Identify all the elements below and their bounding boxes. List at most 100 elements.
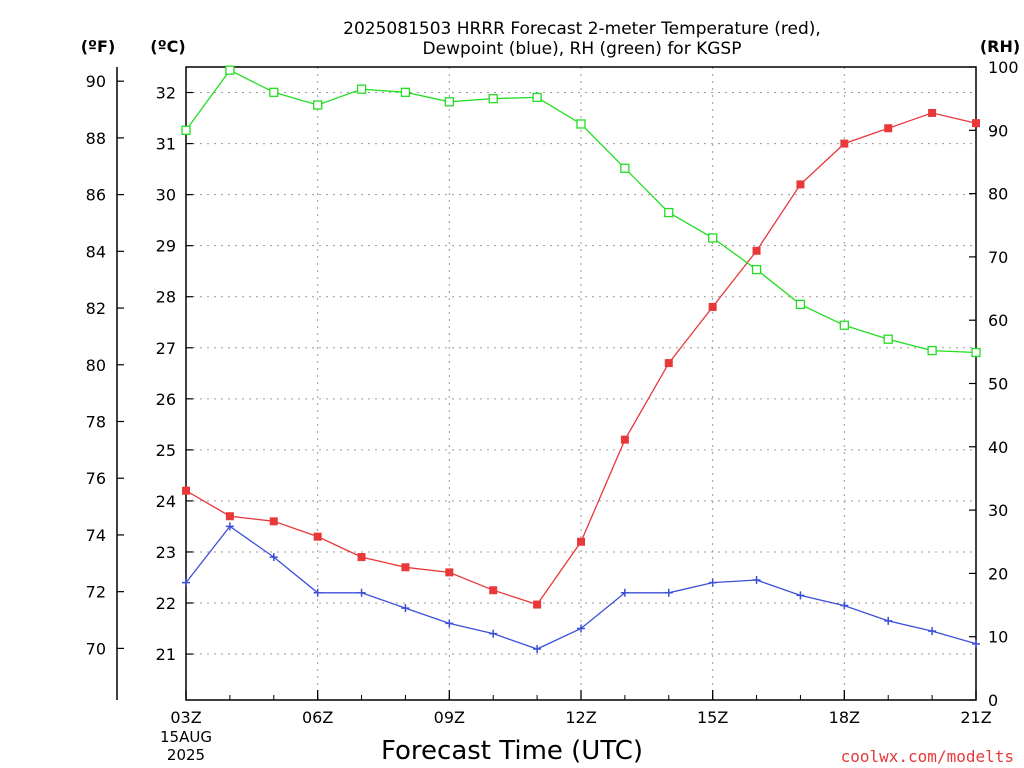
rh-point <box>313 100 323 110</box>
dewpoint-point <box>313 588 322 597</box>
celsius-tick-label: 29 <box>156 237 176 256</box>
x-tick-label: 15Z <box>697 708 728 727</box>
dewpoint-point <box>357 588 366 597</box>
celsius-tick-label: 22 <box>156 594 176 613</box>
2-meter-temperature-point <box>796 180 805 189</box>
rh-point <box>971 347 981 358</box>
dewpoint-point <box>269 553 278 562</box>
2-meter-temperature-point <box>752 246 761 255</box>
2-meter-temperature-point <box>664 359 673 368</box>
x-tick-label: 03Z <box>170 708 201 727</box>
x-axis-title: Forecast Time (UTC) <box>381 736 643 766</box>
celsius-tick-label: 30 <box>156 186 176 205</box>
rh-point <box>664 207 674 218</box>
2-meter-temperature-point <box>357 553 366 562</box>
x-tick-label: 21Z <box>960 708 991 727</box>
dewpoint-point <box>796 591 805 600</box>
dewpoint-point <box>577 624 585 633</box>
dewpoint-point <box>225 522 234 531</box>
2-meter-temperature-point <box>620 435 629 444</box>
rh-point <box>356 84 367 94</box>
dewpoint-point <box>884 616 893 625</box>
celsius-tick-label: 32 <box>156 84 176 103</box>
date-label-line-1: 15AUG <box>160 728 212 746</box>
rh-point <box>795 299 806 310</box>
rh-point <box>181 125 191 135</box>
celsius-tick-label: 21 <box>156 645 176 664</box>
rh-point <box>532 92 542 103</box>
2-meter-temperature-point <box>972 119 980 128</box>
dewpoint-point <box>928 627 937 636</box>
rh-point <box>708 233 718 243</box>
fahrenheit-tick-label: 84 <box>86 242 106 261</box>
dewpoint-point <box>620 588 629 597</box>
rh-tick-label: 90 <box>988 121 1008 140</box>
dewpoint-point <box>708 578 717 587</box>
fahrenheit-tick-label: 88 <box>86 129 106 148</box>
2-meter-temperature-point <box>182 486 190 495</box>
fahrenheit-tick-label: 86 <box>86 186 106 205</box>
grid-lines <box>186 67 976 700</box>
celsius-tick-label: 31 <box>156 135 176 154</box>
fahrenheit-tick-label: 76 <box>86 469 106 488</box>
fahrenheit-tick-label: 74 <box>86 526 106 545</box>
fahrenheit-tick-label: 70 <box>86 639 106 658</box>
celsius-tick-label: 28 <box>156 288 176 307</box>
2-meter-temperature-point <box>445 568 454 577</box>
rh-point <box>883 334 893 344</box>
rh-point <box>927 345 937 356</box>
rh-unit-label: (RH) <box>980 37 1020 56</box>
rh-tick-label: 40 <box>988 438 1008 457</box>
dewpoint-point <box>401 604 410 613</box>
dewpoint-point <box>752 576 761 585</box>
dewpoint-point <box>489 629 498 638</box>
2-meter-temperature-point <box>401 563 410 572</box>
rh-point <box>444 97 454 107</box>
celsius-unit-label: (ºC) <box>150 37 185 56</box>
celsius-tick-label: 26 <box>156 390 176 409</box>
rh-point <box>269 87 279 97</box>
2-meter-temperature-point <box>225 512 234 521</box>
rh-point <box>751 264 762 275</box>
rh-tick-label: 20 <box>988 564 1008 583</box>
date-label-line-2: 2025 <box>167 746 205 764</box>
2-meter-temperature-point <box>928 108 937 117</box>
x-tick-label: 18Z <box>829 708 860 727</box>
2-meter-temperature-point <box>884 124 893 133</box>
data-series <box>181 65 981 653</box>
fahrenheit-tick-label: 90 <box>86 72 106 91</box>
2-meter-temperature-point <box>489 586 498 595</box>
fahrenheit-tick-label: 72 <box>86 583 106 602</box>
x-tick-label: 06Z <box>302 708 333 727</box>
dewpoint-point <box>972 639 980 648</box>
2-meter-temperature-point <box>840 139 849 148</box>
fahrenheit-tick-label: 78 <box>86 413 106 432</box>
rh-point <box>620 163 630 173</box>
rh-point <box>839 320 849 330</box>
dewpoint-point <box>533 644 542 653</box>
fahrenheit-tick-label: 80 <box>86 356 106 375</box>
rh-tick-label: 0 <box>988 691 998 710</box>
source-credit: coolwx.com/modelts <box>841 747 1014 766</box>
rh-point <box>576 119 586 129</box>
rh-tick-label: 80 <box>988 185 1008 204</box>
rh-point <box>488 94 498 104</box>
rh-tick-label: 10 <box>988 628 1008 647</box>
2-meter-temperature-point <box>577 537 585 546</box>
chart-title-line-2: Dewpoint (blue), RH (green) for KGSP <box>423 39 742 59</box>
rh-point <box>400 87 411 97</box>
dewpoint-point <box>840 601 849 610</box>
axis-ticks: 70 72 74 76 78 80 82 84 86 88 90 21 22 23 24 25 26 27 28 29… <box>86 58 1019 727</box>
chart-title-line-1: 2025081503 HRRR Forecast 2-meter Tempera… <box>343 19 821 39</box>
dewpoint-point <box>664 588 673 597</box>
celsius-tick-label: 27 <box>156 339 176 358</box>
dewpoint-point <box>445 619 454 628</box>
rh-point <box>225 65 235 75</box>
rh-tick-label: 30 <box>988 501 1008 520</box>
rh-tick-label: 60 <box>988 311 1008 330</box>
rh-tick-label: 100 <box>988 58 1019 77</box>
dewpoint-point <box>182 578 190 587</box>
2-meter-temperature-point <box>533 600 542 609</box>
